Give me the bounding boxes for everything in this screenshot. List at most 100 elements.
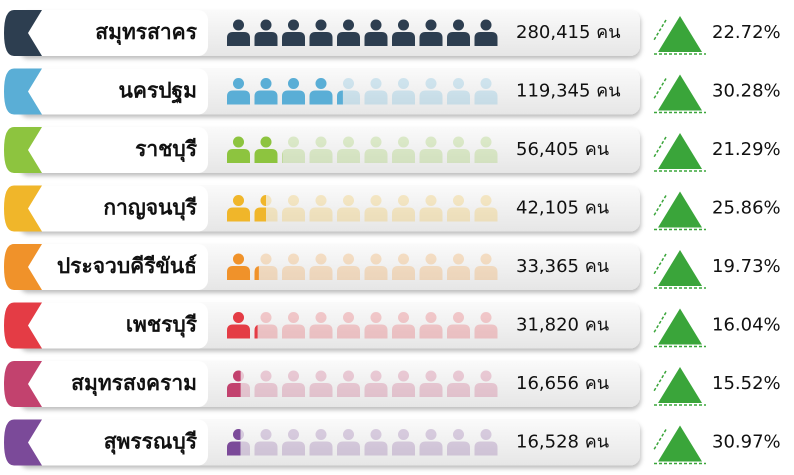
icon-body — [419, 207, 443, 222]
label-box — [18, 68, 208, 115]
icon-body — [337, 383, 360, 397]
icon-body — [474, 149, 498, 163]
change-label: 30.97% — [712, 432, 781, 453]
icon-body — [364, 266, 388, 280]
icon-fill — [227, 78, 343, 105]
icon-body — [254, 383, 278, 397]
icon-head — [233, 19, 244, 31]
icon-body — [254, 324, 278, 339]
icon-head — [343, 253, 354, 265]
label-box — [18, 127, 208, 173]
triangle-outline — [653, 429, 706, 465]
icon-head — [288, 312, 299, 323]
icon-body — [474, 383, 498, 397]
icon-head — [370, 19, 382, 31]
icon-head — [480, 136, 492, 148]
icon-head — [343, 312, 354, 323]
icon-body — [254, 32, 278, 46]
icon-body — [392, 207, 415, 222]
icon-head — [453, 429, 464, 440]
triangle-outline — [653, 253, 706, 289]
row: ประจวบคีรีขันธ์ 33,365 คน 19.73% — [4, 244, 781, 290]
icon-head — [288, 195, 299, 206]
icon-head — [315, 312, 327, 323]
icon-head — [480, 370, 492, 382]
triangle-outline — [653, 136, 706, 172]
change-label: 19.73% — [712, 256, 781, 277]
icon-body — [337, 266, 360, 280]
icon-body — [227, 383, 241, 397]
value-label: 16,656 คน — [516, 373, 609, 394]
icon-body — [337, 441, 360, 456]
icon-body — [282, 149, 305, 163]
label-box — [18, 361, 208, 407]
tab — [4, 244, 42, 290]
icon-body — [474, 32, 498, 46]
icon-head — [260, 429, 272, 440]
row: สมุทรสาคร 280,415 คน 22.72% — [4, 10, 781, 56]
icon-head — [233, 312, 244, 323]
tab — [4, 419, 42, 466]
province-label: สมุทรสงคราม — [71, 371, 197, 397]
icon-body — [309, 149, 333, 163]
icon-head — [453, 195, 464, 206]
icon-head — [233, 429, 241, 440]
icon-head — [398, 19, 409, 31]
change-label: 15.52% — [712, 373, 781, 394]
tab — [4, 185, 42, 232]
tab — [4, 361, 42, 407]
label-box — [18, 10, 208, 56]
icon-body — [282, 32, 305, 46]
icon-head — [260, 136, 272, 148]
icon-body — [282, 383, 305, 397]
icon-body — [364, 149, 388, 163]
icon-body — [419, 324, 443, 339]
icon-body — [364, 207, 388, 222]
icon-body — [447, 324, 470, 339]
icon-body — [419, 32, 443, 46]
icon-body — [254, 90, 278, 105]
icon-fill — [227, 136, 283, 163]
icon-head — [370, 429, 382, 440]
change-label: 22.72% — [712, 22, 781, 43]
icon-body — [227, 32, 250, 46]
icon-head — [480, 19, 492, 31]
icon-body — [447, 149, 470, 163]
icon-body — [282, 152, 283, 163]
icon-body — [392, 149, 415, 163]
triangle-outline — [653, 195, 706, 231]
province-label: กาญจนบุรี — [103, 196, 197, 222]
tab — [4, 10, 42, 56]
row: ราชบุรี 56,405 คน 21.29% — [4, 127, 781, 173]
icon-fill — [227, 312, 258, 339]
province-label: ราชบุรี — [135, 137, 198, 163]
icon-body — [447, 32, 470, 46]
icon-head — [288, 136, 299, 148]
icon-head — [343, 429, 354, 440]
icon-head — [343, 195, 354, 206]
icon-body — [364, 32, 388, 46]
icon-head — [370, 78, 382, 89]
icon-head — [398, 78, 409, 89]
row: สมุทรสงคราม 16,656 คน 15.52% — [4, 361, 781, 407]
icon-body — [474, 90, 498, 105]
icon-head — [288, 78, 299, 89]
icon-head — [480, 78, 492, 89]
triangle-outline — [653, 370, 706, 406]
icon-head — [480, 429, 492, 440]
icon-body — [337, 207, 360, 222]
value-label: 42,105 คน — [516, 198, 609, 219]
icon-fill — [227, 253, 259, 280]
icon-body — [474, 207, 498, 222]
icon-body — [254, 207, 267, 222]
icon-head — [315, 253, 327, 265]
icon-body — [392, 90, 415, 105]
icon-body — [254, 441, 278, 456]
row: กาญจนบุรี 42,105 คน 25.86% — [4, 185, 781, 232]
icon-body — [254, 325, 258, 339]
icon-body — [227, 266, 250, 280]
change-label: 25.86% — [712, 198, 781, 219]
change-triangle — [658, 367, 702, 403]
icon-body — [309, 207, 333, 222]
icon-head — [233, 195, 244, 206]
